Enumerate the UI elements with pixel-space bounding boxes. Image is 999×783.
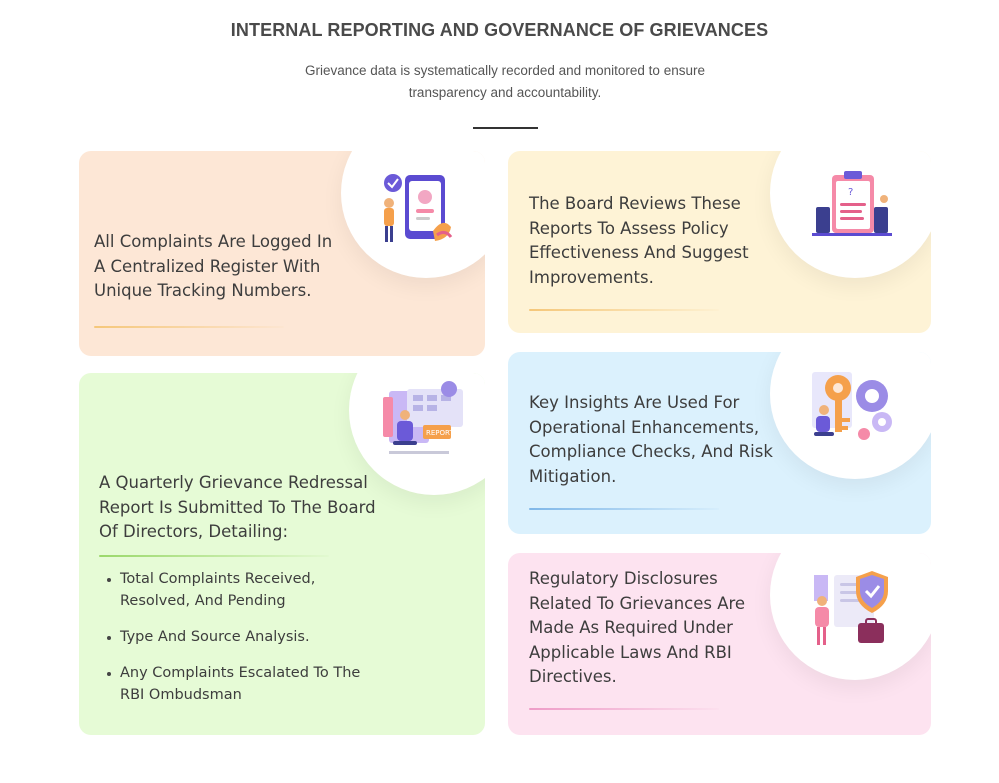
key-gears-icon [812,372,892,440]
card-text: Regulatory Disclosures Related To Grieva… [529,569,746,687]
card-text: A Quarterly Grievance Redressal Report I… [99,473,376,542]
card-centralized-register: All Complaints Are Logged In A Centraliz… [79,151,485,356]
svg-text:REPORT: REPORT [426,429,454,437]
card-accent-line [99,555,329,557]
card-regulatory-disclosures: Regulatory Disclosures Related To Grieva… [508,553,931,735]
card-text: The Board Reviews These Reports To Asses… [529,194,749,287]
list-item: Any Complaints Escalated To The RBI Ombu… [106,662,376,706]
card-quarterly-report: REPORT A Quarterly Grievance Redressal R… [79,373,485,735]
list-item: Type And Source Analysis. [106,626,376,648]
report-submission-icon: REPORT [383,381,463,454]
card-accent-line [529,508,719,510]
report-details-list: Total Complaints Received, Resolved, And… [106,568,376,720]
card-text: All Complaints Are Logged In A Centraliz… [94,232,333,301]
page-subtitle: Grievance data is systematically recorde… [305,63,705,100]
card-board-reviews: ? The Board Reviews These Reports To Ass… [508,151,931,333]
title-divider [473,127,538,129]
card-accent-line [529,708,719,710]
svg-text:?: ? [848,187,853,198]
page-title: INTERNAL REPORTING AND GOVERNANCE OF GRI… [230,20,769,40]
list-item: Total Complaints Received, Resolved, And… [106,568,376,612]
clipboard-review-icon: ? [812,171,892,236]
card-accent-line [529,309,719,311]
document-register-icon [384,174,453,242]
card-accent-line [94,326,284,328]
card-key-insights: Key Insights Are Used For Operational En… [508,352,931,534]
shield-compliance-icon [814,571,888,645]
card-text: Key Insights Are Used For Operational En… [529,393,773,486]
